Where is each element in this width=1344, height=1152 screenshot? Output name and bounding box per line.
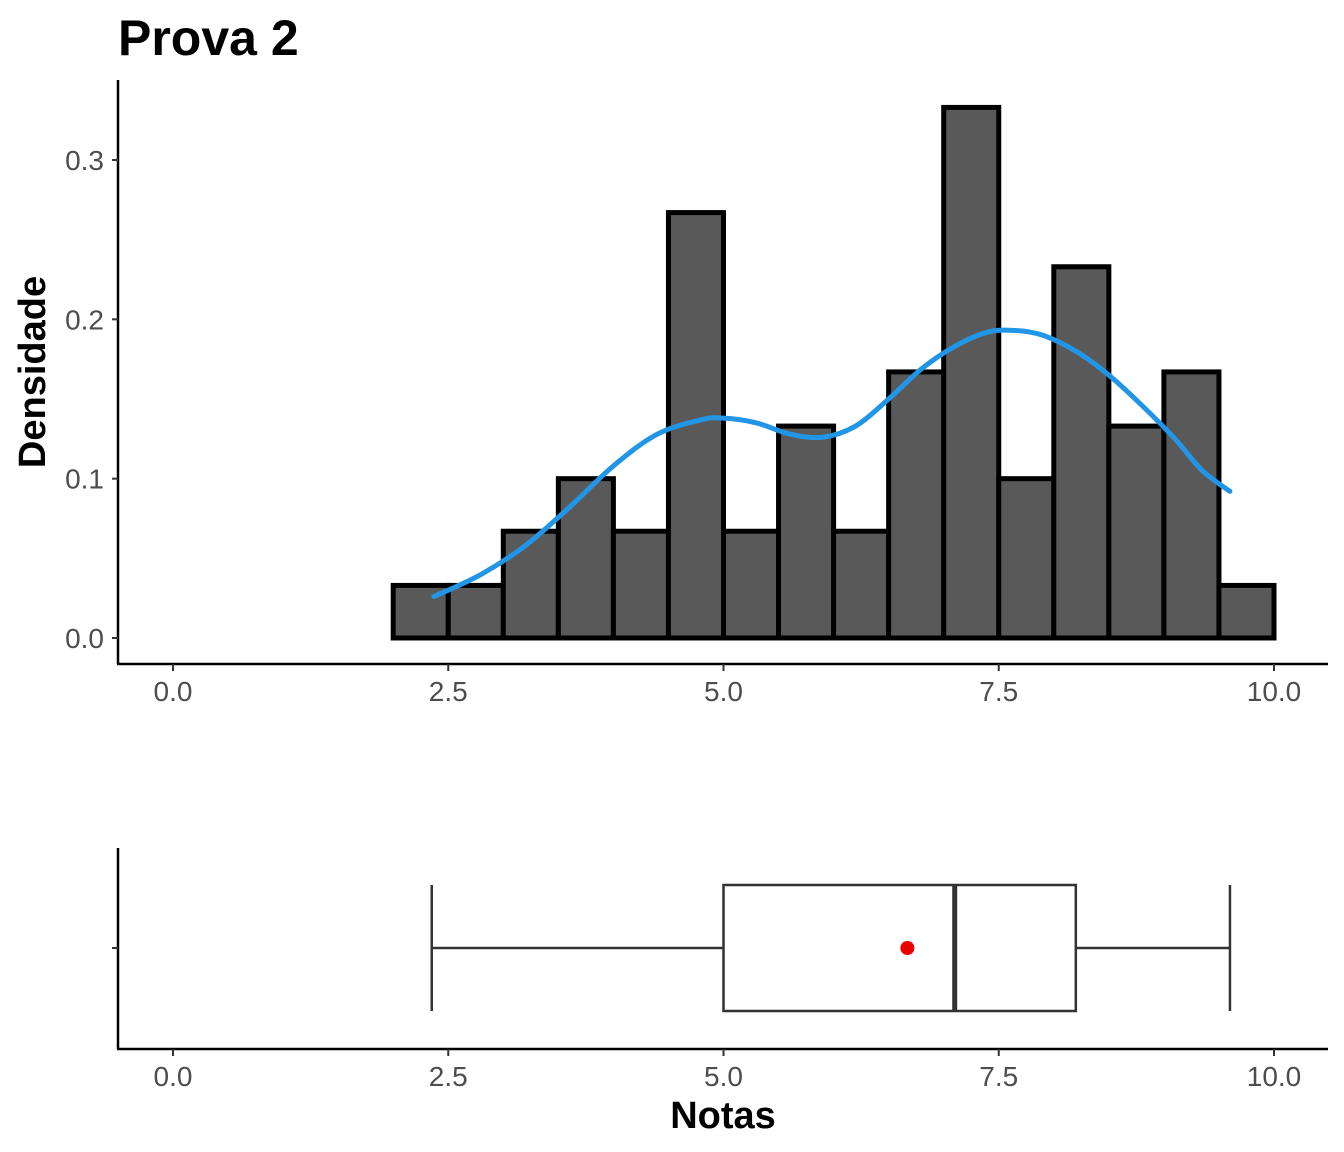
x-tick-label: 7.5 bbox=[979, 676, 1018, 707]
interquartile-box bbox=[722, 883, 1078, 1013]
y-axis-title: Densidade bbox=[12, 276, 54, 468]
histogram-bar bbox=[1161, 369, 1222, 641]
histogram-bar bbox=[1216, 582, 1277, 641]
x-tick-label: 2.5 bbox=[429, 1061, 468, 1092]
x-tick-label: 10.0 bbox=[1247, 1061, 1302, 1092]
histogram-bar bbox=[445, 582, 506, 641]
boxplot-marks bbox=[430, 883, 1232, 1013]
histogram-panel: 0.0 0.1 0.2 0.3 0.0 2.5 5.0 7.5 10.0 Densidade bbox=[12, 80, 1328, 707]
chart-title: Prova 2 bbox=[118, 10, 299, 66]
histogram-bar bbox=[996, 476, 1057, 641]
x-tick-label: 0.0 bbox=[154, 1061, 193, 1092]
histogram-x-ticks: 0.0 2.5 5.0 7.5 10.0 bbox=[154, 664, 1302, 707]
x-tick-label: 0.0 bbox=[154, 676, 193, 707]
histogram-bar bbox=[1106, 423, 1167, 641]
boxplot-x-ticks: 0.0 2.5 5.0 7.5 10.0 bbox=[154, 1049, 1302, 1092]
x-tick-label: 5.0 bbox=[704, 676, 743, 707]
x-tick-label: 5.0 bbox=[704, 1061, 743, 1092]
histogram-bar bbox=[776, 423, 837, 641]
y-tick-label: 0.1 bbox=[65, 464, 104, 495]
histogram-y-ticks: 0.0 0.1 0.2 0.3 bbox=[65, 145, 118, 654]
x-axis-title: Notas bbox=[670, 1095, 776, 1137]
y-tick-label: 0.0 bbox=[65, 623, 104, 654]
boxplot-panel: 0.0 2.5 5.0 7.5 10.0 Notas bbox=[112, 848, 1328, 1137]
x-tick-label: 7.5 bbox=[979, 1061, 1018, 1092]
histogram-bar bbox=[831, 528, 892, 641]
histogram-bar bbox=[555, 476, 616, 641]
histogram-bar bbox=[721, 528, 782, 641]
x-tick-label: 2.5 bbox=[429, 676, 468, 707]
x-tick-label: 10.0 bbox=[1247, 676, 1302, 707]
histogram-bars bbox=[390, 104, 1277, 641]
mean-point bbox=[900, 941, 915, 955]
histogram-bar bbox=[610, 528, 671, 641]
histogram-bar bbox=[941, 104, 1002, 641]
y-tick-label: 0.3 bbox=[65, 145, 104, 176]
histogram-bar bbox=[886, 369, 947, 641]
histogram-bar bbox=[1051, 264, 1112, 641]
histogram-bar bbox=[500, 528, 561, 641]
y-tick-label: 0.2 bbox=[65, 304, 104, 335]
density-curve bbox=[431, 327, 1233, 600]
